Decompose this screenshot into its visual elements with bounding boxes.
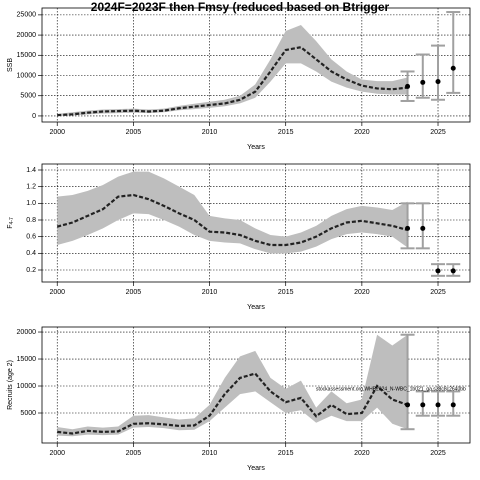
x-tick-label: 2005 — [126, 289, 142, 296]
error-bar — [415, 53, 430, 99]
projection-point — [435, 79, 441, 85]
y-axis-label-subscript: 4-7 — [9, 217, 15, 224]
x-tick-label: 2020 — [354, 289, 370, 296]
x-tick-label: 2015 — [278, 450, 294, 457]
x-tick-label: 2000 — [49, 129, 65, 136]
y-tick-label: 25000 — [17, 12, 37, 19]
y-tick-label: 15000 — [17, 356, 37, 363]
y-axis-label-main: Recruits (age 2) — [7, 360, 14, 410]
estimate-line — [56, 193, 408, 247]
y-axis-label: F4-7 — [7, 217, 15, 229]
error-bar — [431, 44, 446, 101]
y-tick-label: 1.0 — [26, 200, 36, 207]
y-tick-label: 0.6 — [26, 234, 36, 241]
error-bar — [446, 11, 461, 94]
y-axis-label: Recruits (age 2) — [7, 360, 14, 410]
x-tick-label: 2005 — [126, 129, 142, 136]
estimate-line — [57, 46, 408, 117]
plot-frame — [41, 326, 471, 444]
projection-point — [405, 402, 411, 408]
y-tick-label: 20000 — [17, 32, 37, 39]
x-tick-label: 2000 — [49, 289, 65, 296]
y-tick-label: 1.2 — [26, 184, 36, 191]
projection-point — [450, 402, 456, 408]
x-tick-label: 2025 — [430, 129, 446, 136]
projection-point — [450, 268, 456, 274]
projection-point — [420, 402, 426, 408]
x-tick-label: 2025 — [430, 450, 446, 457]
y-tick-label: 1.4 — [26, 167, 36, 174]
y-tick-label: 0.8 — [26, 217, 36, 224]
y-tick-label: 5000 — [20, 93, 36, 100]
chart-title: 2024F=2023F then Fmsy (reduced based on … — [91, 0, 390, 14]
y-axis-label: SSB — [7, 58, 14, 72]
projection-point — [420, 225, 426, 231]
y-tick-label: 0.2 — [26, 267, 36, 274]
projection-point — [435, 268, 441, 274]
annotation: stockassessment.org,WHB2024_N-WBC_1b021_… — [316, 386, 466, 392]
x-tick-label: 2005 — [126, 450, 142, 457]
y-tick-label: 0 — [32, 113, 36, 120]
x-tick-label: 2020 — [354, 450, 370, 457]
projection-point — [405, 83, 411, 89]
y-tick-label: 10000 — [17, 383, 37, 390]
estimate-line — [57, 372, 408, 435]
y-tick-label: 5000 — [20, 410, 36, 417]
projection-point — [420, 79, 426, 85]
x-tick-label: 2015 — [278, 129, 294, 136]
plot-frame — [41, 163, 471, 283]
x-tick-label: 2010 — [202, 289, 218, 296]
x-axis-label: Years — [247, 304, 265, 311]
y-axis-label-main: F — [7, 224, 14, 228]
confidence-band — [57, 171, 408, 254]
y-tick-label: 20000 — [17, 329, 37, 336]
y-axis-label-main: SSB — [7, 58, 14, 72]
confidence-band — [57, 24, 408, 116]
projection-point — [405, 225, 411, 231]
y-tick-label: 10000 — [17, 72, 37, 79]
x-tick-label: 2000 — [49, 450, 65, 457]
error-bar — [400, 333, 415, 431]
x-axis-label: Years — [247, 144, 265, 151]
y-tick-label: 0.4 — [26, 250, 36, 257]
plot-frame — [41, 7, 471, 123]
x-tick-label: 2015 — [278, 289, 294, 296]
x-tick-label: 2020 — [354, 129, 370, 136]
y-tick-label: 15000 — [17, 52, 37, 59]
projection-point — [435, 402, 441, 408]
x-tick-label: 2025 — [430, 289, 446, 296]
x-tick-label: 2010 — [202, 450, 218, 457]
x-tick-label: 2010 — [202, 129, 218, 136]
projection-point — [450, 65, 456, 71]
x-axis-label: Years — [247, 465, 265, 472]
